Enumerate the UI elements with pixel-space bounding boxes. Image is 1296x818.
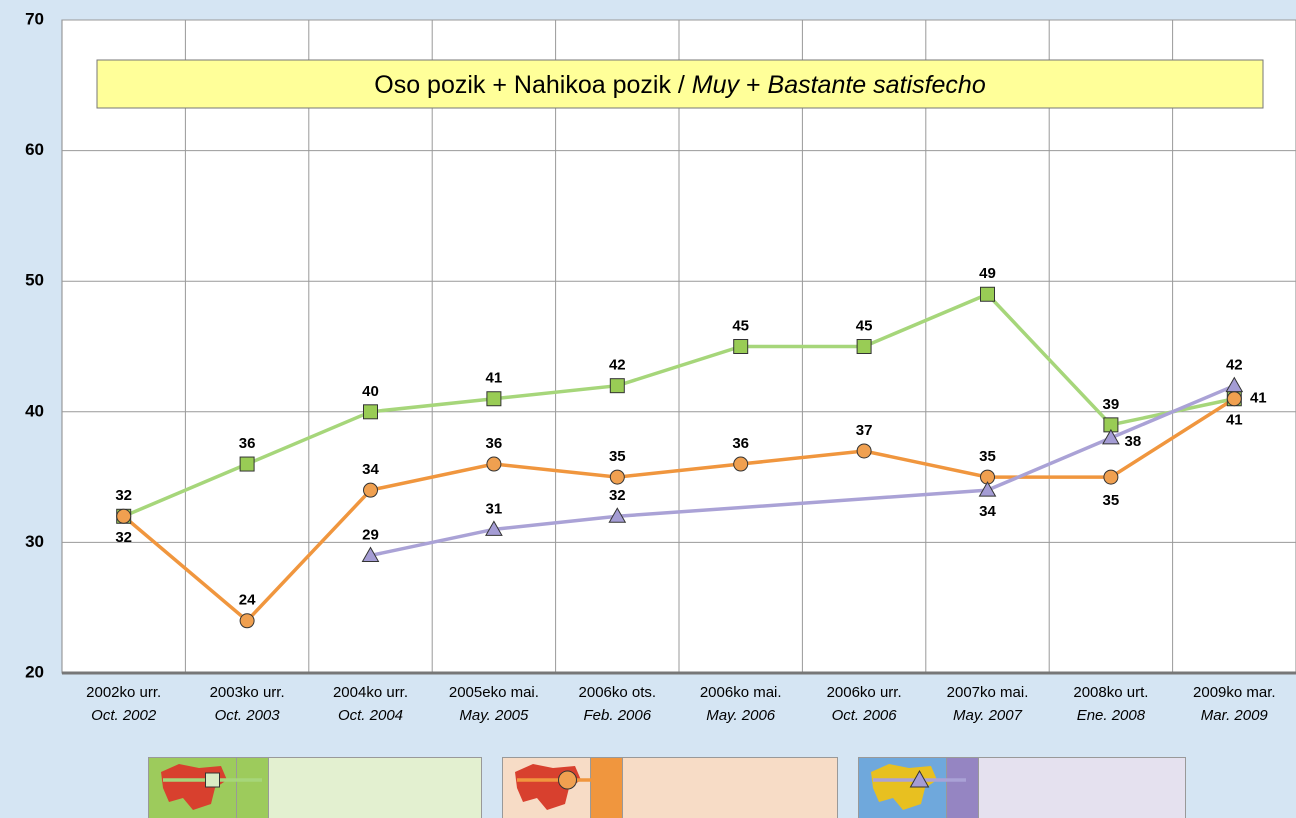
y-tick-label: 40	[25, 401, 44, 420]
x-tick-label: 2006ko ots.	[579, 684, 657, 701]
x-tick-label: 2009ko mar.	[1193, 684, 1276, 701]
legend-swatch	[517, 770, 618, 790]
x-tick-label: 2002ko urr.	[86, 684, 161, 701]
legend-marker	[558, 770, 577, 790]
x-tick-label-es: Oct. 2003	[215, 707, 281, 724]
x-tick-label: 2007ko mai.	[947, 684, 1029, 701]
data-label: 31	[486, 500, 503, 517]
x-tick-label-es: Oct. 2004	[338, 707, 403, 724]
series-line	[370, 384, 1235, 558]
x-tick-label-es: May. 2006	[706, 707, 776, 724]
x-tick-label-es: May. 2007	[953, 707, 1023, 724]
data-label: 42	[1226, 357, 1243, 374]
marker	[363, 404, 378, 420]
marker	[978, 481, 997, 497]
data-label: 41	[1226, 412, 1243, 429]
data-label: 35	[979, 448, 996, 465]
chart-title: Oso pozik + Nahikoa pozik / Muy + Bastan…	[374, 71, 986, 99]
marker	[856, 443, 872, 459]
marker	[239, 456, 255, 472]
marker	[609, 469, 625, 485]
marker	[733, 456, 749, 472]
legend-entry: ESTATUA ESTADO	[502, 757, 838, 818]
marker	[856, 339, 872, 354]
x-tick-label-es: Oct. 2006	[832, 707, 898, 724]
x-tick-label-es: Mar. 2009	[1201, 707, 1269, 724]
x-tick-label: 2003ko urr.	[210, 684, 285, 701]
y-tick-label: 60	[25, 140, 44, 159]
marker	[363, 482, 378, 498]
marker	[486, 456, 502, 472]
data-label: 32	[115, 487, 132, 504]
title-part: Muy	[692, 71, 741, 99]
marker	[1226, 391, 1242, 407]
title-part: +	[739, 71, 768, 99]
y-tick-label: 70	[25, 9, 44, 28]
data-label: 32	[115, 529, 132, 546]
series-line	[123, 292, 1235, 518]
data-label: 35	[1103, 492, 1120, 509]
x-tick-label: 2006ko urr.	[827, 684, 902, 701]
data-label: 41	[1250, 390, 1267, 407]
x-tick-label: 2005eko mai.	[449, 684, 539, 701]
data-label: 45	[732, 317, 749, 334]
data-label: 36	[486, 435, 503, 452]
marker	[608, 507, 627, 523]
marker	[1225, 376, 1244, 393]
marker	[361, 546, 380, 562]
marker	[116, 508, 132, 524]
data-label: 41	[486, 370, 503, 387]
marker	[1102, 428, 1120, 445]
data-label: 35	[609, 448, 626, 465]
legend-marker	[909, 769, 930, 788]
data-label: 45	[856, 317, 873, 334]
x-tick-label: 2008ko urt.	[1073, 684, 1148, 701]
x-tick-label-es: May. 2005	[459, 707, 529, 724]
y-tick-label: 50	[25, 271, 44, 290]
title-part: Bastante satisfecho	[768, 71, 986, 99]
x-tick-label: 2006ko mai.	[700, 684, 782, 701]
data-label: 40	[362, 383, 379, 400]
title-box	[96, 59, 1264, 109]
legend-marker	[205, 772, 220, 788]
marker	[239, 613, 255, 629]
data-label: 49	[979, 265, 996, 282]
marker	[485, 520, 503, 536]
title-part: Oso pozik + Nahikoa pozik /	[374, 71, 692, 99]
data-label: 39	[1103, 396, 1120, 413]
marker	[486, 391, 502, 407]
legend-swatch	[163, 772, 262, 788]
data-label: 36	[239, 435, 256, 452]
data-label: 42	[609, 357, 626, 374]
marker	[1103, 469, 1119, 485]
marker	[733, 339, 749, 354]
series-line	[122, 397, 1236, 624]
data-label: 37	[856, 422, 873, 439]
data-label: 34	[979, 503, 996, 520]
marker	[609, 378, 625, 394]
y-tick-label: 20	[25, 662, 44, 681]
data-label: 29	[362, 526, 379, 543]
data-label: 32	[609, 487, 626, 504]
y-tick-label: 30	[25, 532, 44, 551]
legend-entry: EUSKADI	[148, 757, 482, 818]
marker	[980, 286, 995, 302]
data-label: 38	[1125, 433, 1142, 450]
x-tick-label-es: Ene. 2008	[1077, 707, 1146, 724]
data-label: 24	[239, 592, 256, 609]
legend-swatch	[873, 769, 966, 788]
data-label: 34	[362, 461, 379, 478]
legend-entry: EUROPA	[858, 757, 1186, 818]
data-label: 36	[732, 435, 749, 452]
x-tick-label: 2004ko urr.	[333, 684, 408, 701]
x-tick-label-es: Oct. 2002	[91, 707, 157, 724]
x-tick-label-es: Feb. 2006	[584, 707, 652, 724]
